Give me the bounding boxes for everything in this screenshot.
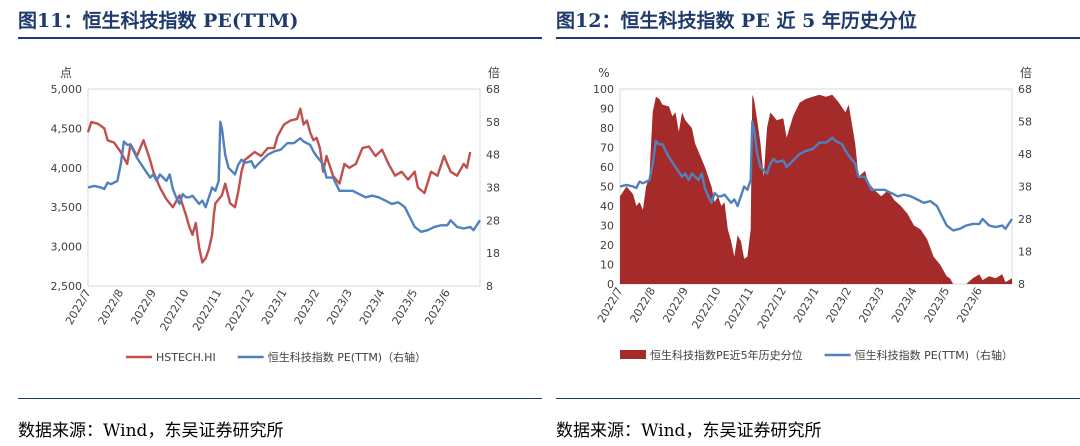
x-tick-label: 2022/11 (722, 285, 756, 331)
y-tick-label: 4,000 (51, 162, 83, 175)
source-note: 数据来源：Wind，东吴证券研究所 (556, 421, 822, 441)
y-tick-label: 10 (600, 259, 614, 272)
y2-tick-label: 68 (486, 83, 500, 96)
y2-tick-label: 48 (1018, 148, 1032, 161)
source-note: 数据来源：Wind，东吴证券研究所 (18, 421, 284, 441)
x-tick-label: 2023/3 (856, 285, 887, 325)
x-tick-label: 2022/10 (157, 287, 191, 333)
y-tick-label: 50 (600, 181, 614, 194)
y2-axis-unit: 倍 (1020, 65, 1032, 80)
y2-tick-label: 8 (1018, 278, 1025, 291)
y-tick-label: 3,000 (51, 241, 83, 254)
x-tick-label: 2023/5 (390, 287, 421, 327)
y-tick-label: 2,500 (51, 280, 83, 293)
x-tick-label: 2022/10 (689, 285, 723, 331)
series-line (86, 107, 472, 264)
y-tick-label: 100 (593, 83, 614, 96)
footer-rule (556, 398, 1080, 399)
y2-tick-label: 58 (1018, 116, 1032, 129)
x-tick-label: 2022/9 (660, 285, 691, 325)
legend-label: 恒生科技指数 PE(TTM)（右轴） (268, 350, 426, 364)
y2-tick-label: 28 (486, 214, 500, 227)
x-tick-label: 2022/9 (128, 287, 159, 327)
x-tick-label: 2023/4 (357, 287, 388, 327)
figure-title: 图12：恒生科技指数 PE 近 5 年历史分位 (556, 10, 917, 32)
x-tick-label: 2023/4 (889, 285, 920, 325)
x-tick-label: 2023/2 (824, 285, 855, 325)
y-tick-label: 30 (600, 220, 614, 233)
x-tick-label: 2023/2 (292, 287, 323, 327)
footer-rule (18, 398, 542, 399)
x-tick-label: 2023/6 (422, 287, 453, 327)
y2-tick-label: 38 (486, 182, 500, 195)
x-tick-label: 2023/1 (791, 285, 822, 325)
y-tick-label: 0 (607, 278, 614, 291)
x-tick-label: 2023/6 (954, 285, 985, 325)
title-rule (18, 37, 542, 39)
y2-tick-label: 8 (486, 280, 493, 293)
y-axis-unit: 点 (60, 66, 72, 80)
x-tick-label: 2023/5 (922, 285, 953, 325)
right-figure: 图12：恒生科技指数 PE 近 5 年历史分位 0 10 20 30 40 50 60 70 8… (556, 0, 1080, 446)
left-figure: 图11：恒生科技指数 PE(TTM) 2,500 3,000 3,500 4,000 4… (18, 0, 542, 446)
y-tick-label: 40 (600, 200, 614, 213)
title-rule (556, 37, 1080, 39)
legend-swatch (620, 350, 646, 359)
y2-axis-unit: 倍 (488, 65, 500, 80)
x-tick-label: 2022/8 (628, 285, 659, 325)
y-tick-label: 80 (600, 122, 614, 135)
y2-tick-label: 58 (486, 116, 500, 129)
x-tick-label: 2022/12 (755, 285, 789, 331)
y-tick-label: 5,000 (51, 83, 83, 96)
x-tick-label: 2022/7 (63, 287, 94, 327)
y-axis-unit: % (598, 66, 609, 80)
y-tick-label: 3,500 (51, 201, 83, 214)
x-tick-label: 2022/11 (190, 287, 224, 333)
y2-tick-label: 38 (1018, 181, 1032, 194)
plot-area (87, 88, 481, 287)
x-tick-label: 2022/12 (223, 287, 257, 333)
y2-tick-label: 68 (1018, 83, 1032, 96)
figure-title: 图11：恒生科技指数 PE(TTM) (18, 10, 299, 32)
series-area (620, 94, 1012, 284)
y2-tick-label: 48 (486, 149, 500, 162)
y2-tick-label: 28 (1018, 213, 1032, 226)
legend-label: 恒生科技指数PE近5年历史分位 (650, 348, 803, 362)
y-tick-label: 20 (600, 239, 614, 252)
y-tick-label: 60 (600, 161, 614, 174)
pe-ttm-chart: 2,500 3,000 3,500 4,000 4,500 5,000 8 18 28 38 48 5… (51, 65, 501, 364)
x-tick-label: 2022/8 (96, 287, 127, 327)
x-tick-label: 2022/7 (595, 285, 626, 325)
legend-label: HSTECH.HI (156, 351, 216, 364)
series-line (619, 120, 1013, 232)
legend-label: 恒生科技指数 PE(TTM)（右轴） (855, 348, 1013, 362)
y2-tick-label: 18 (1018, 246, 1032, 259)
y-tick-label: 4,500 (51, 122, 83, 135)
y-tick-label: 70 (600, 142, 614, 155)
x-tick-label: 2023/1 (259, 287, 290, 327)
y2-tick-label: 18 (486, 247, 500, 260)
pe-percentile-chart: 0 10 20 30 40 50 60 70 80 90 100 8 18 28 38 48 58 68% 倍 202… (593, 65, 1032, 362)
y-tick-label: 90 (600, 103, 614, 116)
x-tick-label: 2023/3 (324, 287, 355, 327)
series-line (87, 120, 482, 234)
